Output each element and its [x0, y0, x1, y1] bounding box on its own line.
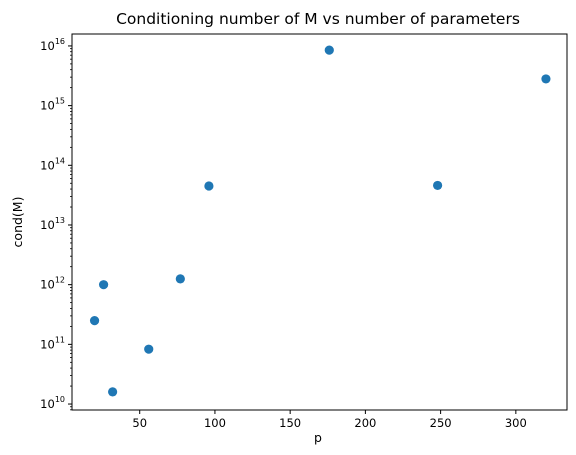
chart-title: Conditioning number of M vs number of pa… — [116, 10, 520, 28]
data-point — [541, 74, 551, 84]
y-axis: 1010 1011 1012 1013 1014 1015 1016 — [40, 37, 72, 411]
y-tick-label: 1013 — [40, 216, 65, 232]
plot-area — [71, 33, 568, 411]
x-tick-label: 250 — [430, 416, 452, 430]
x-tick-label: 300 — [505, 416, 527, 430]
data-point — [98, 280, 109, 290]
y-tick-label: 1015 — [40, 97, 65, 113]
y-tick-label: 1014 — [40, 156, 65, 172]
data-point — [324, 45, 334, 55]
data-point — [108, 387, 118, 397]
data-points — [89, 45, 551, 397]
x-tick-label: 50 — [132, 416, 147, 430]
y-tick-label: 1010 — [40, 395, 65, 411]
y-tick-label: 1012 — [40, 276, 65, 292]
x-axis: 50 100 150 200 250 300 — [132, 410, 527, 430]
x-tick-label: 200 — [354, 416, 376, 430]
y-axis-label: cond(M) — [10, 197, 25, 248]
data-point — [175, 274, 185, 284]
y-tick-label: 1011 — [40, 335, 65, 351]
y-tick-label: 1016 — [40, 37, 65, 53]
x-tick-label: 150 — [279, 416, 301, 430]
data-point — [204, 181, 214, 191]
x-tick-label: 100 — [204, 416, 226, 430]
x-axis-label: p — [314, 430, 322, 445]
data-point — [89, 315, 100, 326]
data-point — [144, 344, 154, 354]
data-point — [433, 180, 443, 191]
